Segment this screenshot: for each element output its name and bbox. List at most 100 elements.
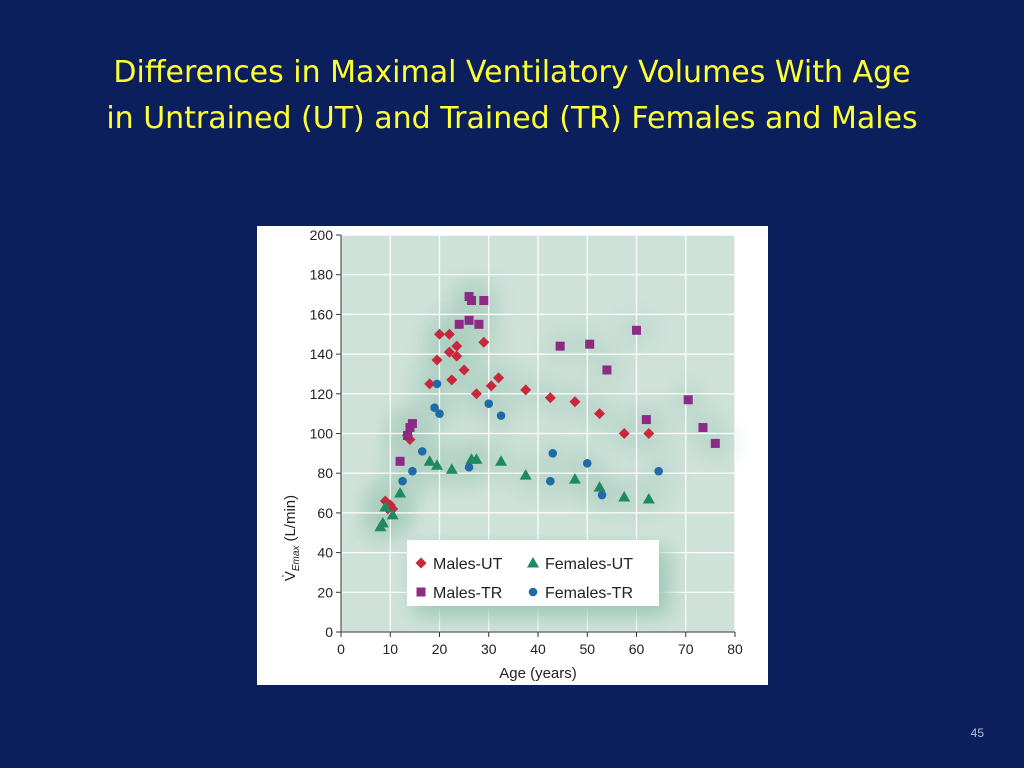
data-point-females-tr <box>464 462 474 472</box>
slide-title: Differences in Maximal Ventilatory Volum… <box>0 50 1024 142</box>
data-point-males-tr <box>407 419 417 429</box>
x-tick-label: 30 <box>481 641 497 657</box>
x-tick-label: 20 <box>432 641 448 657</box>
data-point-females-ut <box>495 455 508 466</box>
data-point-females-tr <box>582 458 592 468</box>
data-point-females-ut <box>379 500 392 512</box>
data-point-males-ut <box>446 374 458 386</box>
data-point-males-ut <box>594 408 606 420</box>
data-point-males-tr <box>395 456 405 466</box>
data-point-males-ut <box>451 340 463 352</box>
scatter-chart: 0 20 40 60 80 100 120 140 160 180 200 0 10 20 30 40 50 60… <box>282 227 743 682</box>
svg-text:V̇Emax(L/min): V̇Emax (L/min) <box>282 495 302 581</box>
data-point-females-tr <box>597 490 607 500</box>
y-tick-label: 180 <box>310 267 334 283</box>
y-tick-label: 40 <box>317 545 333 561</box>
y-tick-label: 80 <box>317 465 333 481</box>
data-point-females-ut <box>386 508 399 520</box>
data-point-males-ut <box>443 328 455 340</box>
data-point-males-tr <box>641 415 651 425</box>
data-point-males-tr <box>474 319 484 329</box>
chart-figure: 0 20 40 60 80 100 120 140 160 180 200 0 10 20 30 40 50 60… <box>257 226 768 685</box>
data-point-males-ut <box>443 346 455 358</box>
data-point-females-tr <box>417 447 427 456</box>
data-point-males-ut <box>520 384 532 396</box>
data-point-females-ut <box>470 453 483 464</box>
legend-label-males-tr: Males-TR <box>433 585 502 602</box>
data-point-females-tr <box>548 449 558 458</box>
data-point-females-tr <box>432 379 442 389</box>
slide-title-line-1: Differences in Maximal Ventilatory Volum… <box>113 55 911 90</box>
data-point-females-ut <box>445 463 458 474</box>
legend-label-females-tr: Females-TR <box>545 585 633 602</box>
data-point-females-tr <box>408 466 417 476</box>
y-tick-label: 160 <box>310 306 334 322</box>
y-tick-label: 20 <box>317 584 333 600</box>
data-point-females-ut <box>519 469 532 480</box>
legend-marker-females-tr <box>528 587 538 597</box>
data-point-females-ut <box>593 481 606 492</box>
data-point-males-ut <box>458 364 470 376</box>
data-point-females-tr <box>546 476 555 486</box>
x-tick-label: 70 <box>678 641 694 657</box>
slide-title-line-2: in Untrained (UT) and Trained (TR) Femal… <box>106 101 918 136</box>
x-tick-label: 0 <box>337 641 345 657</box>
axes: 0 20 40 60 80 100 120 140 160 180 200 0 10 20 30 40 50 60… <box>310 227 743 657</box>
legend-marker-males-ut <box>415 557 427 569</box>
data-point-females-tr <box>654 466 663 476</box>
data-point-males-tr <box>402 430 412 440</box>
data-point-females-ut <box>618 491 631 502</box>
data-point-males-tr <box>602 365 612 375</box>
data-point-males-ut <box>451 350 463 362</box>
data-point-females-tr <box>435 409 444 418</box>
data-point-males-ut <box>544 392 556 404</box>
data-point-females-tr <box>430 403 439 412</box>
data-point-males-tr <box>698 423 708 433</box>
data-point-males-ut <box>643 428 655 439</box>
legend-label-females-ut: Females-UT <box>545 556 633 573</box>
y-axis-label-unit: (L/min) <box>282 495 299 542</box>
y-tick-label: 100 <box>310 426 334 442</box>
data-point-males-ut <box>470 388 482 400</box>
legend-label-males-ut: Males-UT <box>433 556 503 573</box>
data-point-females-ut <box>568 473 581 484</box>
data-point-males-tr <box>710 438 720 448</box>
chart-legend: Males-UT Females-UT Males-TR Females-TR <box>407 540 669 616</box>
y-axis-label-sub: Emax <box>291 545 302 572</box>
data-point-males-ut <box>431 354 443 366</box>
data-points <box>374 292 720 532</box>
data-point-males-tr <box>632 325 641 335</box>
data-point-males-ut <box>485 380 497 392</box>
data-point-females-tr <box>398 476 407 486</box>
data-point-males-ut <box>434 328 445 340</box>
x-tick-label: 50 <box>579 641 595 657</box>
y-tick-label: 200 <box>310 227 334 243</box>
x-tick-label: 40 <box>530 641 546 657</box>
y-tick-label: 120 <box>310 386 334 402</box>
data-point-females-ut <box>394 487 407 498</box>
data-point-males-ut <box>618 428 630 439</box>
legend-marker-males-tr <box>416 587 426 597</box>
data-point-females-tr <box>484 399 494 409</box>
data-point-males-tr <box>683 395 693 405</box>
data-point-males-tr <box>454 319 464 329</box>
y-tick-label: 140 <box>310 346 334 362</box>
x-tick-label: 80 <box>727 641 743 657</box>
y-tick-label: 0 <box>325 624 333 640</box>
data-point-males-tr <box>585 339 595 349</box>
data-point-males-tr <box>555 341 565 351</box>
data-point-males-ut <box>424 378 436 390</box>
data-point-males-ut <box>478 336 490 348</box>
y-axis-label-main: V̇ <box>282 571 299 581</box>
legend-marker-females-ut <box>527 557 539 568</box>
y-axis-label: V̇Emax (L/min) <box>282 495 302 581</box>
slide-number: 45 <box>970 726 984 740</box>
data-point-females-ut <box>423 455 436 466</box>
data-point-males-tr <box>467 296 477 306</box>
data-point-females-tr <box>496 411 506 420</box>
data-point-females-ut <box>431 459 444 470</box>
x-tick-label: 60 <box>629 641 645 657</box>
data-point-males-ut <box>569 396 581 408</box>
data-point-males-ut <box>493 372 505 384</box>
